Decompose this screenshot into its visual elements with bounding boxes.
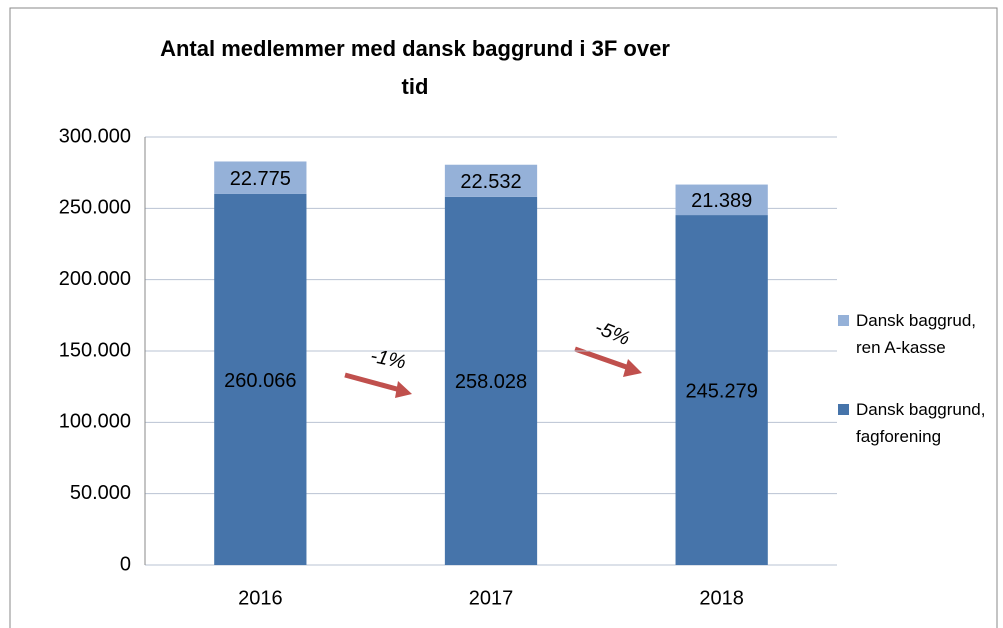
x-tick-label: 2016 bbox=[238, 587, 283, 609]
data-label: 22.532 bbox=[460, 171, 521, 193]
legend-label: Dansk baggrud, ren A-kasse bbox=[856, 311, 977, 357]
annotation: -1% bbox=[368, 345, 407, 374]
arrow bbox=[344, 372, 405, 394]
data-label: 245.279 bbox=[686, 380, 758, 402]
bar-segment bbox=[675, 215, 768, 565]
legend-label: Dansk baggrund, fagforening bbox=[856, 400, 986, 446]
bar-segment bbox=[214, 161, 307, 194]
y-tick-label: 150.000 bbox=[59, 339, 131, 361]
arrow bbox=[574, 346, 633, 372]
chart-border bbox=[9, 7, 998, 628]
arrow-head bbox=[395, 381, 412, 398]
legend-swatch bbox=[838, 404, 849, 415]
y-tick-label: 50.000 bbox=[70, 482, 131, 504]
bar-segment bbox=[444, 196, 538, 565]
y-tick-label: 0 bbox=[120, 553, 131, 575]
bar-segment bbox=[444, 164, 538, 197]
data-label: 260.066 bbox=[224, 370, 296, 392]
y-tick-label: 250.000 bbox=[59, 197, 131, 219]
annotation: -5% bbox=[592, 316, 633, 350]
y-tick-label: 300.000 bbox=[59, 125, 131, 147]
x-tick-label: 2017 bbox=[469, 587, 514, 609]
x-tick-label: 2018 bbox=[699, 587, 744, 609]
legend-swatch bbox=[838, 315, 849, 326]
arrow-head bbox=[623, 359, 642, 377]
bar-segment bbox=[214, 193, 307, 565]
chart-title: Antal medlemmer med dansk baggrund i 3F … bbox=[160, 36, 670, 99]
y-tick-label: 100.000 bbox=[59, 411, 131, 433]
y-tick-label: 200.000 bbox=[59, 268, 131, 290]
data-label: 22.775 bbox=[230, 168, 291, 190]
bar-segment bbox=[675, 184, 768, 216]
data-label: 258.028 bbox=[455, 371, 527, 393]
data-label: 21.389 bbox=[691, 190, 752, 212]
